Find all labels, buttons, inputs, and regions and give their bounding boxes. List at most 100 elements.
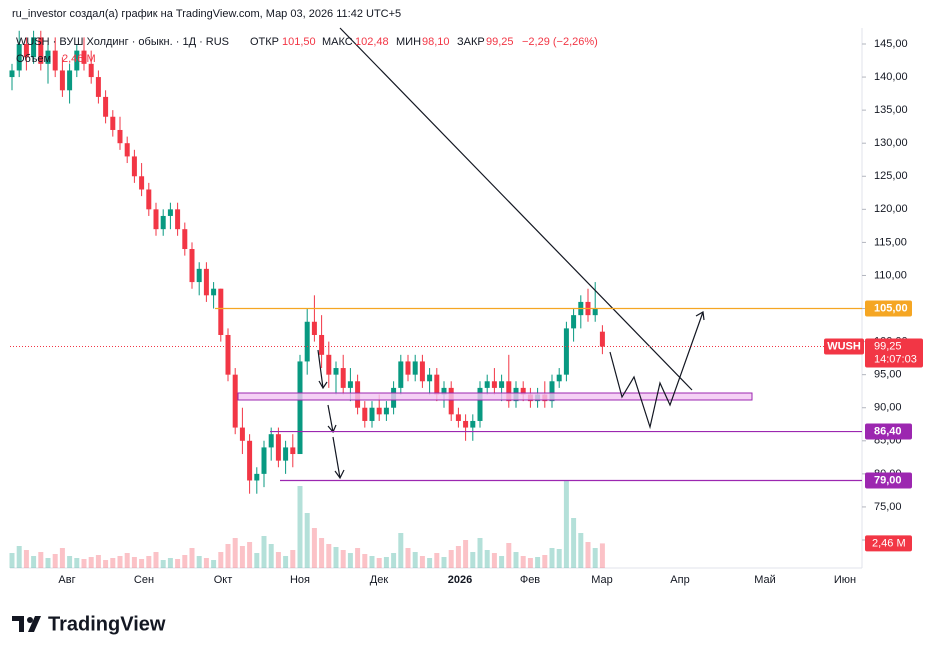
logo: TradingView bbox=[12, 613, 166, 635]
level-tag bbox=[865, 423, 912, 440]
candle-body bbox=[59, 70, 65, 91]
legend-low-name: МИН bbox=[396, 36, 421, 48]
candle-body bbox=[571, 315, 577, 329]
candle-body bbox=[31, 37, 37, 58]
candle-body bbox=[448, 387, 454, 415]
candle-body bbox=[189, 249, 195, 283]
candle-body bbox=[23, 44, 29, 58]
projection-path bbox=[609, 311, 705, 430]
arrow bbox=[332, 436, 345, 480]
volume-bar bbox=[290, 550, 296, 568]
volume-bar bbox=[131, 557, 137, 568]
symbol-label: WUSH bbox=[827, 340, 861, 352]
volume-bar bbox=[74, 558, 80, 568]
volume-bar bbox=[167, 558, 173, 568]
support-zone bbox=[237, 392, 753, 401]
candle-body bbox=[52, 50, 58, 71]
candle-body bbox=[124, 143, 130, 157]
volume-bar bbox=[347, 553, 353, 568]
volume-bar bbox=[67, 556, 73, 568]
candle-body bbox=[139, 176, 145, 190]
candle-body bbox=[290, 447, 296, 455]
x-tick-label: 2026 bbox=[448, 574, 472, 586]
candle-body bbox=[405, 361, 411, 375]
y-tick-label: 95,00 bbox=[874, 369, 902, 381]
y-tick-label: 145,00 bbox=[874, 38, 908, 50]
candle-body bbox=[225, 334, 231, 375]
candle-body bbox=[67, 70, 73, 91]
volume-bar bbox=[225, 544, 231, 568]
candle-body bbox=[347, 381, 353, 388]
candle-body bbox=[441, 387, 447, 395]
volume-bar bbox=[261, 536, 267, 568]
volume-bar bbox=[146, 556, 152, 568]
volume-bar bbox=[470, 552, 476, 568]
candle-body bbox=[376, 407, 382, 415]
candle-body bbox=[369, 407, 375, 421]
candle-body bbox=[470, 420, 476, 428]
volume-bar bbox=[52, 554, 58, 568]
volume-tag bbox=[865, 535, 912, 552]
candle-body bbox=[297, 361, 303, 455]
candle-body bbox=[283, 447, 289, 461]
volume-bar bbox=[333, 547, 339, 568]
volume-bar bbox=[275, 552, 281, 568]
volume-bar bbox=[585, 542, 591, 568]
x-tick-label: Дек bbox=[370, 574, 389, 586]
countdown-label: 14:07:03 bbox=[874, 353, 917, 365]
candle-body bbox=[477, 387, 483, 421]
legend-volume: 2,46 M bbox=[62, 53, 96, 65]
candle-body bbox=[218, 288, 224, 335]
y-tick-label: 130,00 bbox=[874, 137, 908, 149]
volume-bar bbox=[283, 556, 289, 568]
volume-bar bbox=[391, 553, 397, 568]
volume-bar bbox=[117, 556, 123, 568]
candle-body bbox=[261, 447, 267, 474]
candle-body bbox=[484, 381, 490, 388]
candle-body bbox=[412, 361, 418, 375]
level-label: 79,00 bbox=[874, 474, 902, 486]
candle-body bbox=[383, 407, 389, 415]
x-tick-label: Май bbox=[754, 574, 776, 586]
volume-bar bbox=[326, 544, 332, 568]
y-tick-label: 110,00 bbox=[874, 269, 907, 281]
volume-bar bbox=[175, 559, 181, 568]
volume-bar bbox=[398, 533, 404, 568]
candle-body bbox=[146, 189, 152, 210]
candle-body bbox=[160, 215, 166, 230]
candle-body bbox=[95, 77, 101, 97]
candle-body bbox=[311, 321, 317, 335]
volume-bar bbox=[247, 542, 253, 568]
candle-body bbox=[319, 334, 325, 355]
candle-body bbox=[419, 361, 425, 382]
volume-bar bbox=[38, 552, 44, 568]
candle-body bbox=[491, 381, 497, 388]
legend-volume-name: Объем bbox=[16, 53, 51, 65]
volume-bar bbox=[362, 554, 368, 568]
candle-body bbox=[520, 387, 526, 395]
candle-body bbox=[304, 321, 310, 362]
candle-body bbox=[88, 63, 94, 78]
y-tick-label: 75,00 bbox=[874, 501, 902, 513]
legend-low: 98,10 bbox=[422, 36, 450, 48]
legend-high-name: МАКС bbox=[322, 36, 353, 48]
candle-body bbox=[182, 229, 188, 250]
volume-bar bbox=[23, 550, 29, 568]
candle-body bbox=[239, 427, 245, 441]
candle-body bbox=[592, 308, 598, 316]
candle-body bbox=[167, 209, 173, 216]
volume-bar bbox=[499, 556, 505, 568]
candle-body bbox=[268, 434, 274, 448]
candle-body bbox=[247, 440, 253, 481]
x-tick-label: Ноя bbox=[290, 574, 310, 586]
volume-bar bbox=[355, 548, 361, 568]
volume-bar bbox=[549, 548, 555, 568]
volume-bar bbox=[239, 546, 245, 568]
volume-bar bbox=[599, 543, 605, 568]
legend-close-name: ЗАКР bbox=[457, 36, 485, 48]
candle-body bbox=[427, 374, 433, 382]
candle-body bbox=[398, 361, 404, 388]
candle-body bbox=[333, 368, 339, 375]
candle-body bbox=[117, 129, 123, 144]
